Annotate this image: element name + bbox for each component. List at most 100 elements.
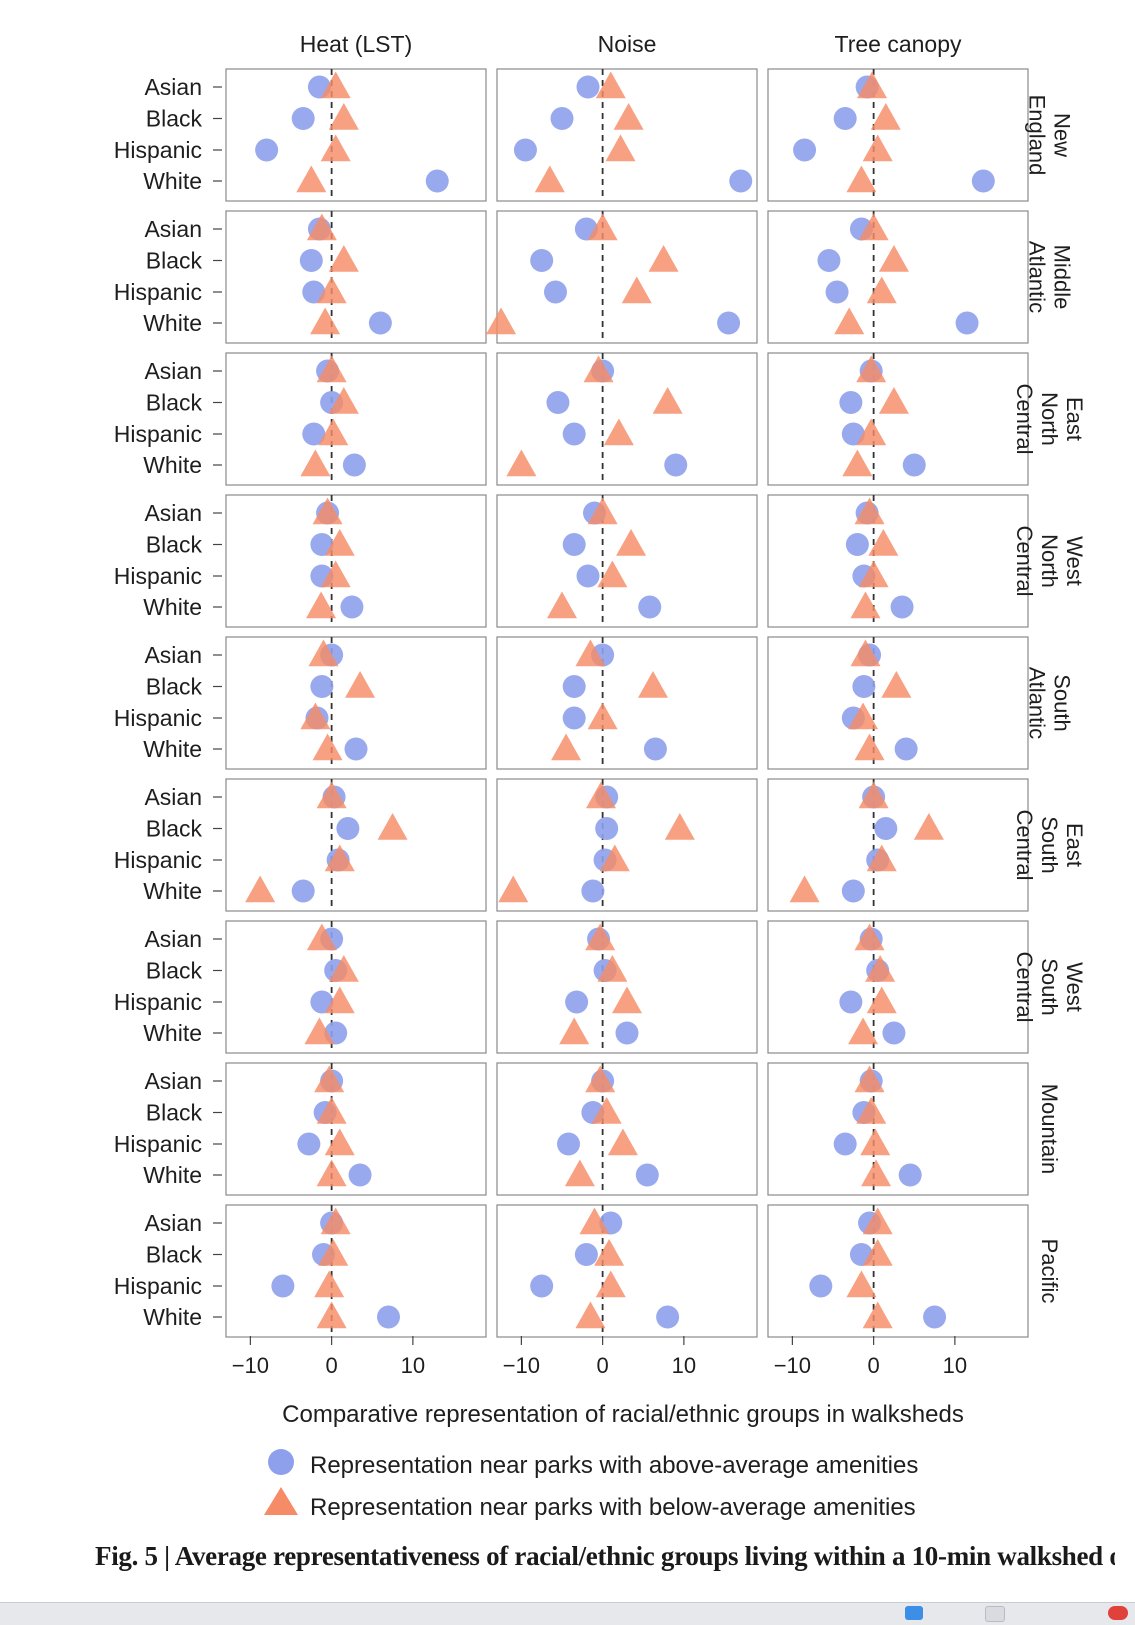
category-label-hispanic: Hispanic — [114, 1131, 202, 1157]
category-label-white: White — [143, 736, 202, 762]
point-above-hispanic — [302, 280, 326, 304]
point-below-hispanic — [324, 986, 355, 1014]
x-tick-label: 0 — [868, 1353, 880, 1378]
point-below-asian — [857, 71, 887, 99]
point-above-white — [971, 169, 995, 193]
point-below-white — [316, 1159, 347, 1187]
point-above-white — [894, 737, 918, 761]
point-above-hispanic — [565, 990, 589, 1014]
point-below-white — [559, 1017, 590, 1045]
point-below-hispanic — [300, 702, 331, 730]
point-below-black — [616, 529, 647, 556]
point-below-hispanic — [324, 844, 355, 872]
point-above-hispanic — [839, 990, 863, 1014]
x-tick-label: −10 — [503, 1353, 540, 1378]
category-label-hispanic: Hispanic — [114, 563, 202, 589]
point-above-hispanic — [544, 280, 567, 304]
region-strip-label-east-north-central: North — [1037, 392, 1062, 446]
point-below-black — [345, 671, 376, 698]
point-above-white — [841, 879, 865, 903]
point-above-hispanic — [255, 138, 279, 162]
category-label-hispanic: Hispanic — [114, 137, 202, 163]
point-below-asian — [306, 213, 337, 241]
tray-notification-icon[interactable] — [1108, 1606, 1128, 1620]
panel-south-atlantic-noise — [496, 636, 758, 770]
point-below-black — [328, 955, 359, 982]
point-below-white — [506, 449, 537, 477]
point-above-white — [656, 1305, 680, 1329]
category-label-asian: Asian — [144, 74, 202, 100]
point-below-white — [300, 449, 331, 477]
panel-mountain-heat-lst — [225, 1062, 487, 1196]
category-label-asian: Asian — [144, 500, 202, 526]
region-strip-label-south-atlantic: Atlantic — [1025, 667, 1050, 739]
legend-label-above: Representation near parks with above-ave… — [310, 1452, 918, 1479]
point-below-asian — [858, 781, 889, 809]
category-label-asian: Asian — [144, 1210, 202, 1236]
region-strip-label-east-south-central: Central — [1012, 810, 1037, 881]
point-below-black — [328, 387, 359, 414]
point-above-hispanic — [513, 138, 537, 162]
category-label-black: Black — [146, 674, 203, 700]
point-above-white — [664, 453, 688, 477]
point-above-white — [581, 879, 605, 903]
point-above-white — [902, 453, 926, 477]
tray-window-icon[interactable] — [985, 1606, 1005, 1622]
point-below-asian — [854, 497, 885, 525]
point-above-white — [291, 879, 315, 903]
point-below-white — [842, 449, 873, 477]
category-label-white: White — [143, 878, 202, 904]
panel-pacific-heat-lst — [225, 1204, 487, 1338]
panel-east-south-central-heat-lst — [225, 778, 487, 912]
point-above-hispanic — [809, 1274, 833, 1298]
region-strip-label-new-england: England — [1025, 95, 1050, 176]
point-below-black — [597, 955, 628, 982]
point-above-white — [643, 737, 667, 761]
category-label-white: White — [143, 310, 202, 336]
point-below-white — [551, 733, 582, 761]
point-below-hispanic — [621, 276, 652, 304]
panel-middle-atlantic-noise — [496, 210, 758, 344]
category-label-white: White — [143, 594, 202, 620]
point-above-asian — [576, 75, 600, 99]
point-below-asian — [316, 355, 347, 383]
point-below-white — [854, 733, 885, 761]
point-below-hispanic — [848, 702, 879, 730]
x-tick-label: −10 — [232, 1353, 269, 1378]
point-above-white — [615, 1021, 639, 1045]
column-header-heat-lst: Heat (LST) — [300, 31, 412, 57]
category-label-white: White — [143, 168, 202, 194]
panel-east-north-central-tree-canopy — [767, 352, 1029, 486]
point-above-hispanic — [530, 1274, 554, 1298]
point-below-black — [648, 245, 679, 272]
column-header-tree-canopy: Tree canopy — [835, 31, 962, 57]
point-below-black — [870, 103, 901, 130]
region-strip-label-west-north-central: Central — [1012, 526, 1037, 597]
category-label-hispanic: Hispanic — [114, 705, 202, 731]
point-above-black — [310, 533, 334, 556]
point-above-white — [342, 453, 366, 477]
point-above-black — [550, 107, 574, 130]
point-above-hispanic — [302, 422, 326, 446]
panel-middle-atlantic-heat-lst — [225, 210, 487, 344]
point-below-asian — [587, 497, 618, 525]
point-above-black — [546, 391, 570, 414]
point-below-asian — [587, 213, 618, 241]
tray-app-icon[interactable] — [905, 1606, 923, 1620]
point-above-black — [562, 533, 586, 556]
category-label-asian: Asian — [144, 358, 202, 384]
category-label-asian: Asian — [144, 642, 202, 668]
point-above-hispanic — [310, 990, 334, 1014]
point-below-black — [324, 529, 355, 556]
point-below-white — [306, 591, 337, 619]
point-above-black — [817, 249, 841, 272]
region-strip-label-middle-atlantic: Atlantic — [1025, 241, 1050, 313]
point-below-asian — [585, 1065, 616, 1093]
category-label-asian: Asian — [144, 784, 202, 810]
point-above-white — [425, 169, 449, 193]
category-label-black: Black — [146, 1242, 203, 1268]
category-label-black: Black — [146, 106, 203, 132]
point-above-black — [291, 107, 315, 130]
point-above-black — [574, 1243, 598, 1266]
point-above-hispanic — [562, 706, 586, 730]
